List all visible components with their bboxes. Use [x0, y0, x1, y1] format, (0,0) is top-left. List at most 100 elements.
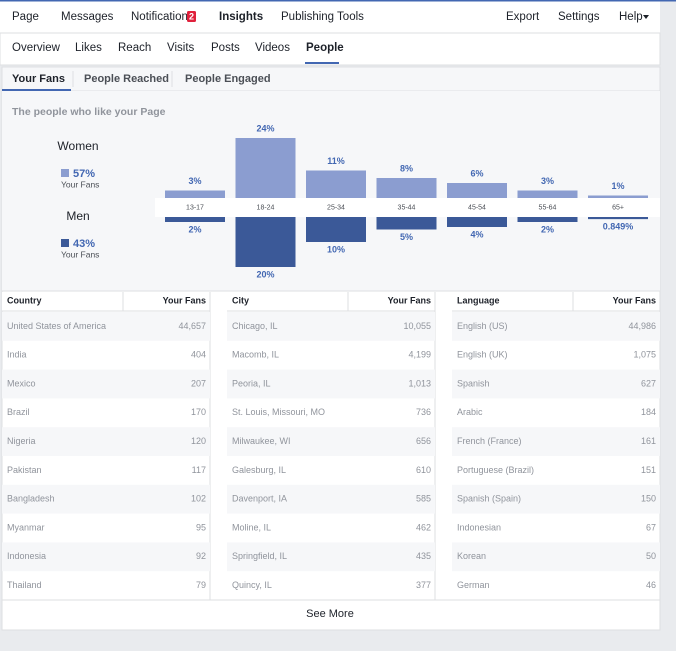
cell: 79	[196, 580, 206, 590]
people-tab[interactable]: People Reached	[84, 73, 169, 85]
bar	[235, 138, 296, 198]
subnav-tab[interactable]: Visits	[167, 42, 195, 54]
cell: St. Louis, Missouri, MO	[232, 407, 325, 417]
cell: 627	[641, 378, 656, 388]
bar-label: 0.849%	[603, 221, 634, 231]
header-cell: Your Fans	[163, 295, 206, 305]
subnav-tab[interactable]: Overview	[12, 42, 61, 54]
legend-swatch	[61, 169, 69, 177]
cell: 67	[646, 522, 656, 532]
table-header	[452, 292, 660, 311]
bar	[306, 217, 366, 242]
bar-label: 11%	[327, 156, 345, 166]
bar	[517, 217, 578, 222]
row-stripe	[452, 484, 660, 514]
bar	[376, 217, 437, 230]
row-stripe	[227, 369, 435, 399]
cell: Spanish (Spain)	[457, 494, 521, 504]
cell: Chicago, IL	[232, 321, 278, 331]
cell: 46	[646, 580, 656, 590]
cell: India	[7, 350, 27, 360]
people-tab-bar	[1, 66, 661, 92]
nav-right[interactable]: Help	[619, 11, 643, 23]
people-tab[interactable]: Your Fans	[12, 73, 65, 85]
header-cell: City	[232, 295, 249, 305]
cell: 117	[192, 465, 206, 475]
people-tab[interactable]: People Engaged	[185, 73, 271, 85]
nav-tab[interactable]: Messages	[61, 11, 114, 23]
table-header	[2, 292, 210, 311]
cell: 44,986	[628, 321, 656, 331]
cell: 462	[416, 522, 431, 532]
cell: Macomb, IL	[232, 350, 279, 360]
row-stripe	[2, 312, 210, 341]
cell: Brazil	[7, 407, 30, 417]
row-stripe	[452, 312, 660, 341]
age-label: 65+	[612, 204, 624, 211]
cell: 1,075	[633, 350, 656, 360]
cell: 610	[416, 465, 431, 475]
legend-share: 43%	[73, 238, 95, 250]
legend-name: Women	[57, 139, 98, 153]
cell: 170	[191, 407, 206, 417]
bar-label: 2%	[541, 224, 554, 234]
cell: 95	[196, 522, 206, 532]
nav-tab[interactable]: Publishing Tools	[281, 11, 364, 23]
bar	[165, 217, 225, 222]
active-tab-underline	[2, 89, 71, 91]
cell: 435	[416, 551, 431, 561]
nav-right[interactable]: Export	[506, 11, 540, 23]
cell: Spanish	[457, 378, 490, 388]
cell: Springfield, IL	[232, 551, 287, 561]
top-border	[0, 0, 676, 2]
row-stripe	[2, 542, 210, 572]
subnav-tab[interactable]: Reach	[118, 42, 151, 54]
subnav-tab[interactable]: Posts	[211, 42, 240, 54]
row-stripe	[227, 427, 435, 456]
sub-nav	[0, 32, 661, 66]
cell: Moline, IL	[232, 522, 271, 532]
cell: Nigeria	[7, 436, 36, 446]
bar-label: 1%	[611, 181, 624, 191]
cell: 10,055	[403, 321, 431, 331]
bar	[517, 190, 578, 198]
bar	[165, 190, 225, 198]
subnav-tab[interactable]: Videos	[255, 42, 290, 54]
header-cell: Your Fans	[613, 295, 656, 305]
bar-label: 8%	[400, 163, 413, 173]
nav-tab[interactable]: Insights	[219, 11, 263, 23]
age-label: 25-34	[327, 204, 345, 211]
see-more[interactable]: See More	[306, 608, 354, 620]
subnav-tab[interactable]: Likes	[75, 42, 102, 54]
top-nav	[0, 0, 660, 33]
nav-tab[interactable]: Page	[12, 11, 39, 23]
nav-tab[interactable]: Notifications	[131, 11, 194, 23]
age-label: 45-54	[468, 204, 486, 211]
bar	[588, 195, 648, 198]
age-label: 35-44	[398, 204, 416, 211]
cell: Thailand	[7, 580, 42, 590]
cell: Milwaukee, WI	[232, 436, 291, 446]
bar-label: 5%	[400, 232, 413, 242]
legend-share: 57%	[73, 168, 95, 180]
row-stripe	[227, 312, 435, 341]
cell: 404	[191, 350, 206, 360]
cell: French (France)	[457, 436, 522, 446]
header-cell: Language	[457, 295, 500, 305]
header-cell: Country	[7, 295, 42, 305]
cell: 184	[641, 407, 656, 417]
header-cell: Your Fans	[388, 295, 431, 305]
cell: 92	[196, 551, 206, 561]
dropdown-arrow	[643, 15, 649, 19]
bar	[376, 178, 437, 198]
nav-right[interactable]: Settings	[558, 11, 600, 23]
legend-name: Men	[66, 209, 89, 223]
bar	[447, 217, 507, 227]
cell: 1,013	[408, 378, 431, 388]
legend-caption: Your Fans	[61, 249, 99, 259]
bar-label: 20%	[256, 269, 274, 279]
subnav-tab[interactable]: People	[306, 42, 344, 54]
row-stripe	[452, 369, 660, 399]
axis-band	[155, 198, 660, 217]
